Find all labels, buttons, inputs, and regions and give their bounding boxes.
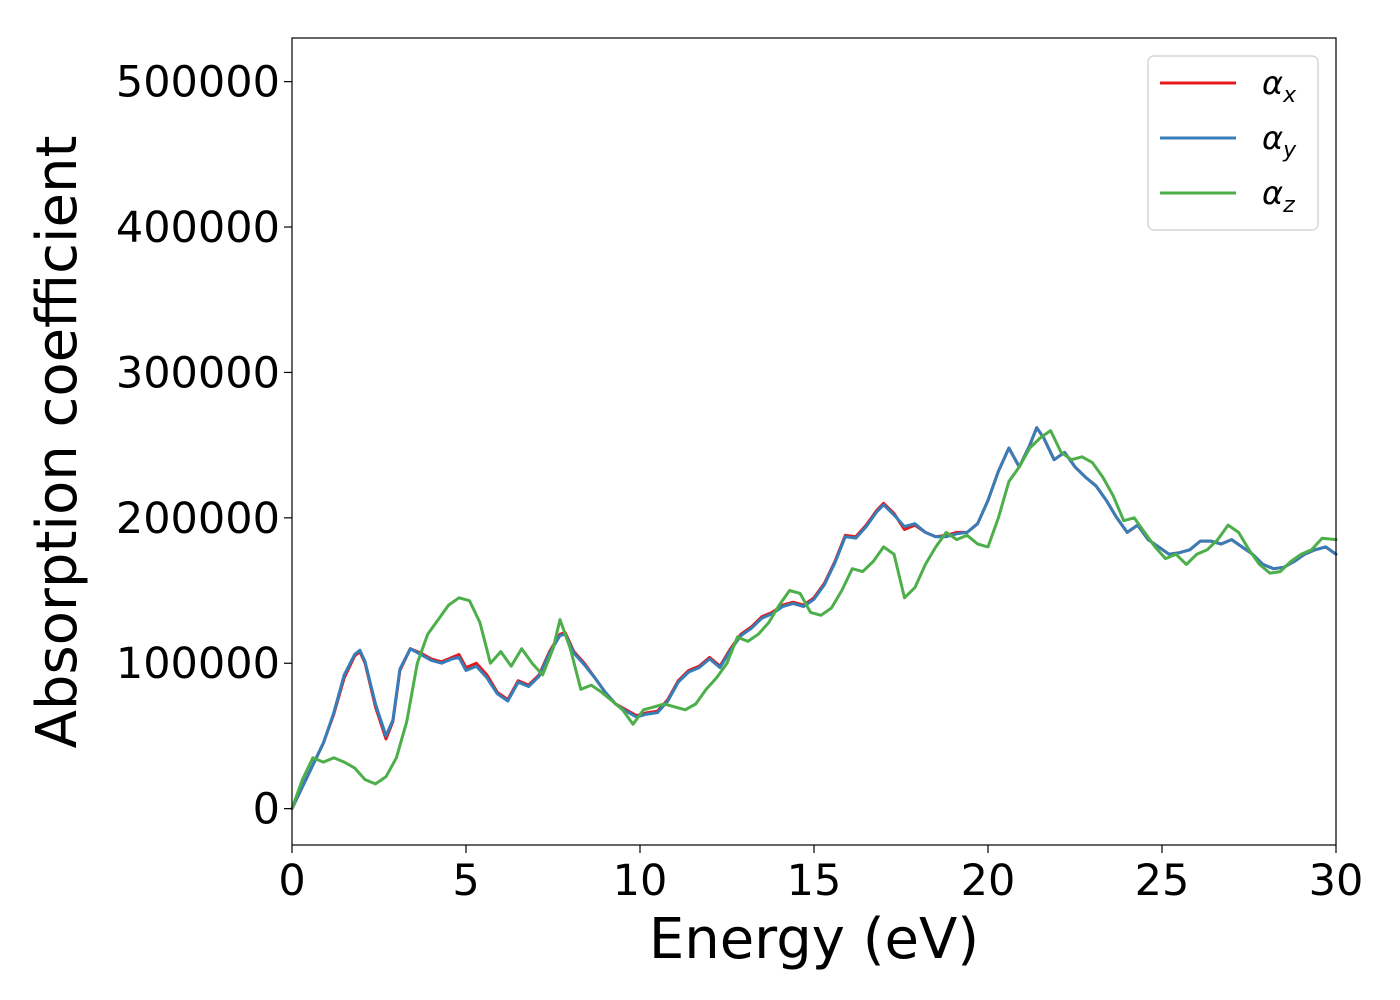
series-line-y bbox=[290, 426, 1338, 811]
x-tick-label: 20 bbox=[961, 856, 1016, 906]
x-tick-label: 0 bbox=[278, 856, 305, 906]
x-tick-label: 30 bbox=[1309, 856, 1364, 906]
y-axis: 0 100000 200000 300000 400000 500000 bbox=[116, 58, 292, 835]
legend-label-x: αx bbox=[1262, 64, 1297, 108]
x-axis-title: Energy (eV) bbox=[649, 907, 979, 972]
legend-label-z: αz bbox=[1262, 174, 1295, 218]
legend-box bbox=[1147, 55, 1319, 231]
y-tick-label: 400000 bbox=[116, 203, 280, 253]
y-axis-title: Absorption coefficient bbox=[25, 136, 90, 749]
x-tick-label: 25 bbox=[1135, 856, 1190, 906]
y-tick-label: 100000 bbox=[116, 639, 280, 689]
legend: αx αy αz bbox=[1147, 55, 1319, 231]
plot-lines bbox=[290, 426, 1338, 811]
x-tick-label: 5 bbox=[452, 856, 479, 906]
y-tick-label: 200000 bbox=[116, 494, 280, 544]
legend-label-y: αy bbox=[1262, 119, 1297, 163]
series-line-x bbox=[290, 426, 1338, 811]
y-tick-label: 0 bbox=[253, 785, 280, 835]
x-axis: 0 5 10 15 20 25 30 bbox=[278, 845, 1363, 906]
y-tick-label: 300000 bbox=[116, 348, 280, 398]
x-tick-label: 10 bbox=[613, 856, 668, 906]
y-tick-label: 500000 bbox=[116, 58, 280, 108]
x-tick-label: 15 bbox=[787, 856, 842, 906]
series-line-z bbox=[290, 429, 1338, 811]
